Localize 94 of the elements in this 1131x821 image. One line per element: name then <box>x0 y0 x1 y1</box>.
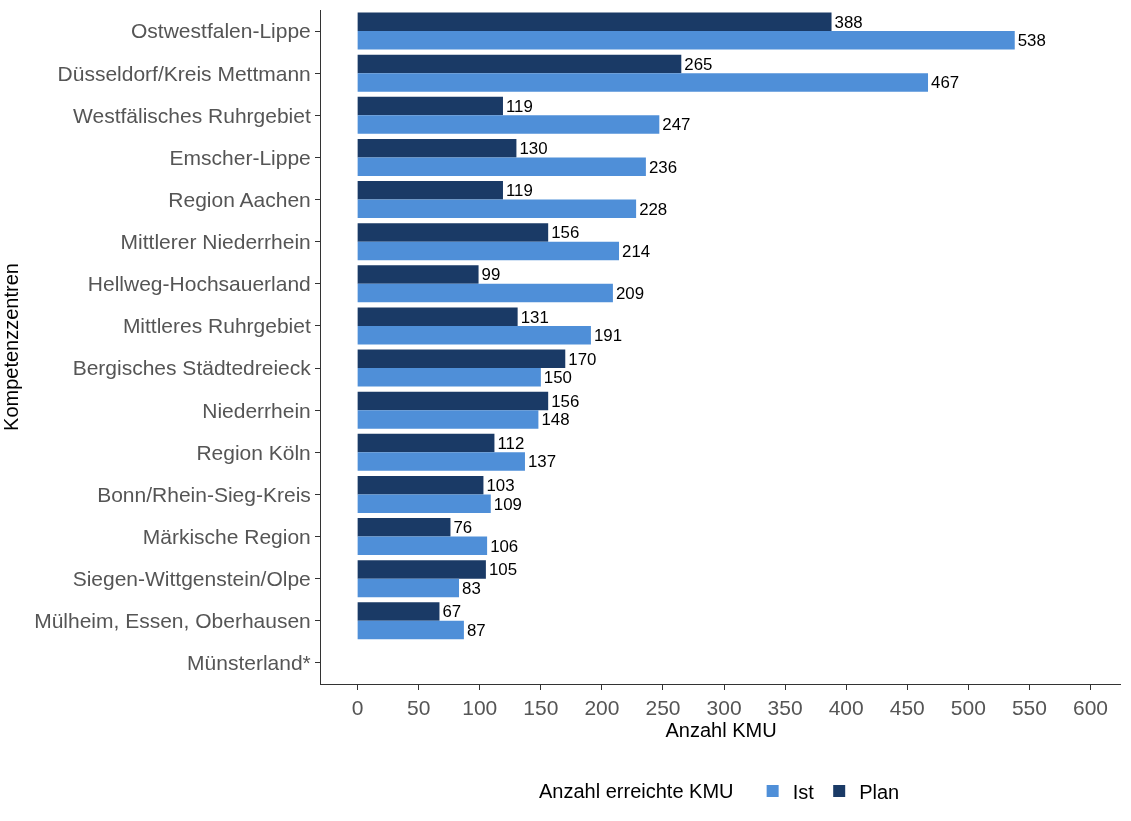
bar <box>357 433 495 453</box>
x-tick-label: 250 <box>645 696 681 720</box>
data-label: 76 <box>453 518 473 538</box>
y-tick-label: Westfälisches Ruhrgebiet <box>73 103 311 127</box>
data-label: 156 <box>551 223 580 243</box>
bar <box>357 536 488 556</box>
data-label: 150 <box>543 368 572 388</box>
data-label: 228 <box>639 199 668 219</box>
data-label: 214 <box>622 241 651 261</box>
bar <box>357 265 479 284</box>
x-tick-label: 100 <box>462 696 498 720</box>
bar <box>357 368 541 387</box>
bar <box>357 325 591 345</box>
data-label: 236 <box>648 157 677 177</box>
data-label: 119 <box>506 181 533 201</box>
x-tick-label: 450 <box>889 696 925 720</box>
data-label: 131 <box>520 307 549 327</box>
bar <box>357 199 637 219</box>
y-tick-label: Bergisches Städtedreieck <box>72 356 312 380</box>
x-tick-label: 500 <box>950 696 986 720</box>
bar <box>357 349 566 369</box>
y-tick-label: Hellweg-Hochsauerland <box>87 272 311 296</box>
x-tick-label: 150 <box>523 696 559 720</box>
bar <box>357 73 929 92</box>
legend-label: Plan <box>859 780 900 803</box>
bar <box>357 138 517 158</box>
data-label: 83 <box>462 578 481 598</box>
data-label: 388 <box>834 12 863 32</box>
y-tick-label: Mittlerer Niederrhein <box>120 230 311 254</box>
data-label: 130 <box>519 139 548 159</box>
y-tick-label: Niederrhein <box>202 398 311 422</box>
x-tick-label: 550 <box>1011 696 1047 720</box>
bar <box>357 410 539 429</box>
y-tick-label: Emscher-Lippe <box>169 145 311 169</box>
bar <box>357 602 440 621</box>
data-label: 103 <box>486 476 515 496</box>
y-tick-label: Düsseldorf/Kreis Mettmann <box>57 61 311 85</box>
data-label: 119 <box>506 96 533 116</box>
y-tick-label: Mittleres Ruhrgebiet <box>122 314 311 338</box>
bar <box>357 54 682 74</box>
x-tick-label: 0 <box>351 696 364 720</box>
data-label: 67 <box>442 602 462 622</box>
bar <box>357 181 503 200</box>
bar <box>357 96 503 116</box>
data-label: 106 <box>490 536 519 556</box>
data-label: 209 <box>615 283 645 303</box>
data-label: 191 <box>593 326 623 346</box>
bar <box>357 115 660 134</box>
bar <box>357 12 832 32</box>
y-tick-label: Bonn/Rhein-Sieg-Kreis <box>97 482 311 506</box>
bar <box>357 452 525 471</box>
x-tick-label: 50 <box>407 696 431 720</box>
bar <box>357 578 460 598</box>
data-label: 538 <box>1017 31 1046 51</box>
x-tick-label: 300 <box>706 696 742 720</box>
y-tick-label: Mülheim, Essen, Oberhausen <box>34 609 311 633</box>
bar <box>357 518 451 537</box>
legend-title: Anzahl erreichte KMU <box>539 779 745 802</box>
bar <box>357 241 620 261</box>
y-tick-label: Märkische Region <box>142 524 311 548</box>
bar <box>357 560 486 579</box>
data-label: 265 <box>684 54 713 74</box>
bar <box>357 307 518 326</box>
y-axis-title: Kompetenzzentren <box>0 263 22 431</box>
data-label: 99 <box>481 265 501 285</box>
x-tick-label: 400 <box>828 696 864 720</box>
bar <box>357 494 491 513</box>
bar <box>357 223 549 242</box>
y-tick-label: Region Köln <box>196 440 311 464</box>
x-axis-title: Anzahl KMU <box>665 719 777 742</box>
data-label: 170 <box>568 349 597 369</box>
data-label: 467 <box>931 73 960 93</box>
x-tick-label: 200 <box>584 696 620 720</box>
bar <box>357 391 549 411</box>
data-label: 105 <box>488 560 518 580</box>
bar <box>357 157 646 176</box>
y-tick-label: Münsterland* <box>187 651 311 675</box>
data-label: 156 <box>551 391 580 411</box>
y-tick-label: Siegen-Wittgenstein/Olpe <box>72 567 311 591</box>
data-label: 112 <box>497 433 525 453</box>
legend-label: Ist <box>792 780 815 803</box>
x-tick-label: 350 <box>767 696 803 720</box>
bar <box>357 475 484 495</box>
bar <box>357 31 1015 50</box>
bar <box>357 283 613 303</box>
data-label: 137 <box>527 452 557 472</box>
data-label: 87 <box>466 620 486 640</box>
y-tick-label: Ostwestfalen-Lippe <box>131 19 311 43</box>
data-label: 247 <box>662 115 691 135</box>
bar <box>357 620 464 640</box>
data-label: 148 <box>541 410 570 430</box>
data-label: 109 <box>493 494 522 514</box>
x-tick-label: 600 <box>1072 696 1108 720</box>
y-tick-label: Region Aachen <box>168 187 311 211</box>
